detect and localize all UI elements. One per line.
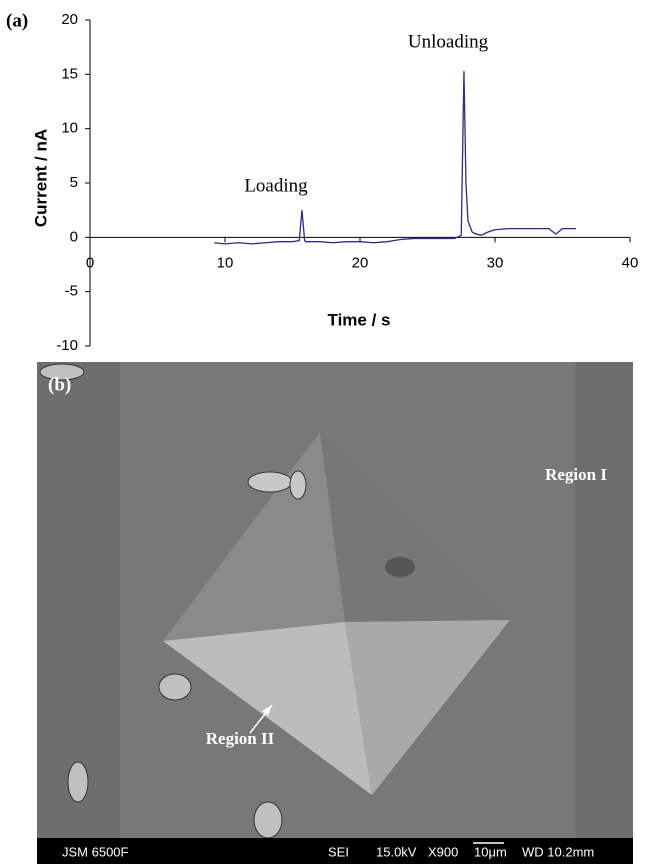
panel-label: (b) xyxy=(48,374,71,395)
info-text: SEI xyxy=(328,844,349,859)
y-tick-label: 0 xyxy=(70,228,78,245)
x-axis-title: Time / s xyxy=(328,310,391,329)
annotation: Loading xyxy=(244,175,308,196)
region-label: Region II xyxy=(206,729,275,748)
panel-label: (a) xyxy=(6,10,28,31)
y-axis-title: Current / nA xyxy=(31,129,50,227)
info-text: JSM 6500F xyxy=(62,844,129,859)
y-tick-label: 10 xyxy=(61,120,78,137)
y-tick-label: 20 xyxy=(61,11,78,28)
info-text: 10μm xyxy=(474,844,507,859)
data-line xyxy=(214,71,576,245)
x-tick-label: 40 xyxy=(622,254,639,271)
y-tick-label: 15 xyxy=(61,65,78,82)
info-text: X900 xyxy=(428,844,458,859)
x-tick-label: 20 xyxy=(352,254,369,271)
x-tick-label: 10 xyxy=(217,254,234,271)
y-tick-label: -10 xyxy=(56,337,78,354)
region-label: Region I xyxy=(545,465,607,484)
x-tick-label: 0 xyxy=(86,254,94,271)
sem-image xyxy=(37,362,633,864)
info-text: 15.0kV xyxy=(376,844,417,859)
x-tick-label: 30 xyxy=(487,254,504,271)
annotation: Unloading xyxy=(408,31,489,52)
y-tick-label: -5 xyxy=(65,283,78,300)
info-text: WD 10.2mm xyxy=(522,844,594,859)
y-tick-label: 5 xyxy=(70,174,78,191)
